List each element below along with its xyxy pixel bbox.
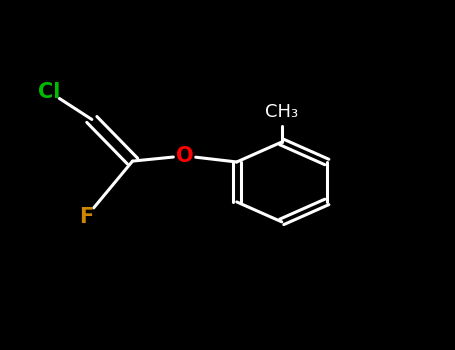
- Text: Cl: Cl: [38, 82, 60, 102]
- Text: O: O: [176, 146, 193, 166]
- Text: CH₃: CH₃: [265, 103, 298, 121]
- Text: F: F: [79, 206, 94, 227]
